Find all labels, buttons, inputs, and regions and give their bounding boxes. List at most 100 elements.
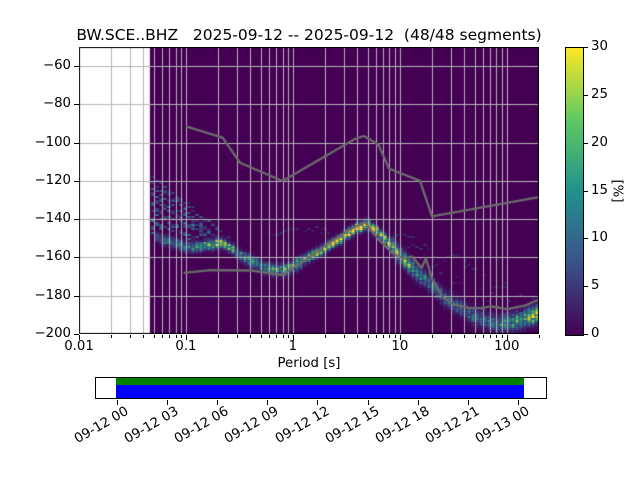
timeline-tick-label: 09-12 18: [372, 404, 433, 447]
timeline-tick: [468, 400, 469, 405]
x-tick-label: 0.1: [175, 339, 197, 354]
plot-area: [79, 47, 539, 334]
x-minor-tick: [357, 335, 358, 338]
x-minor-tick: [376, 335, 377, 338]
x-minor-tick: [154, 335, 155, 338]
y-major-tick: [74, 219, 79, 220]
timeline-tick: [418, 400, 419, 405]
timeline-coverage-green: [116, 378, 524, 385]
x-minor-tick: [283, 335, 284, 338]
x-minor-tick: [288, 335, 289, 338]
x-tick-label: 10: [391, 339, 409, 354]
x-minor-tick: [276, 335, 277, 338]
x-minor-tick: [143, 335, 144, 338]
colorbar-gradient: [566, 48, 583, 335]
timeline-tick: [117, 400, 118, 405]
x-minor-tick: [218, 335, 219, 338]
y-major-tick: [74, 143, 79, 144]
timeline-tick-label: 09-12 21: [423, 404, 483, 447]
timeline-tick-label: 09-12 06: [172, 404, 232, 447]
x-minor-tick: [539, 335, 540, 338]
x-minor-tick: [464, 335, 465, 338]
colorbar-tick-label: 15: [591, 182, 608, 198]
colorbar-tick-label: 30: [591, 39, 608, 54]
colorbar-tick: [584, 334, 588, 335]
y-tick-label: −180: [34, 287, 71, 303]
x-minor-tick: [111, 335, 112, 338]
x-minor-tick: [250, 335, 251, 338]
colorbar-tick: [584, 143, 588, 144]
timeline-tick-label: 09-12 15: [322, 404, 382, 447]
x-minor-tick: [496, 335, 497, 338]
timeline-tick: [317, 400, 318, 405]
y-major-tick: [74, 104, 79, 105]
y-tick-label: −120: [34, 172, 71, 188]
colorbar: [565, 47, 584, 336]
y-major-tick: [74, 334, 79, 335]
x-major-tick: [186, 335, 187, 340]
x-minor-tick: [162, 335, 163, 338]
x-minor-tick: [344, 335, 345, 338]
timeline-tick: [368, 400, 369, 405]
timeline-tick: [167, 400, 168, 405]
colorbar-tick-label: 10: [591, 230, 608, 246]
y-tick-label: −160: [34, 249, 71, 265]
timeline-coverage-bar: [95, 377, 547, 399]
x-minor-tick: [432, 335, 433, 338]
y-major-tick: [74, 296, 79, 297]
x-minor-tick: [368, 335, 369, 338]
y-major-tick: [74, 181, 79, 182]
colorbar-tick-label: 20: [591, 134, 608, 150]
timeline-tick: [267, 400, 268, 405]
x-minor-tick: [237, 335, 238, 338]
colorbar-tick-label: 5: [591, 278, 600, 294]
timeline-tick-label: 09-12 03: [121, 404, 182, 447]
x-minor-tick: [502, 335, 503, 338]
x-minor-tick: [490, 335, 491, 338]
timeline-tick-label: 09-12 12: [272, 404, 332, 447]
x-tick-label: 100: [494, 339, 520, 354]
colorbar-tick-label: 0: [591, 326, 600, 341]
colorbar-tick: [584, 238, 588, 239]
timeline-tick: [217, 400, 218, 405]
x-minor-tick: [383, 335, 384, 338]
x-major-tick: [79, 335, 80, 340]
x-minor-tick: [176, 335, 177, 338]
colorbar-tick: [584, 95, 588, 96]
x-minor-tick: [395, 335, 396, 338]
y-major-tick: [74, 257, 79, 258]
timeline-tick-label: 09-13 00: [473, 404, 533, 447]
ppsd-histogram-canvas: [79, 47, 539, 334]
y-tick-label: −200: [34, 326, 71, 341]
x-minor-tick: [261, 335, 262, 338]
x-minor-tick: [130, 335, 131, 338]
y-tick-label: −140: [34, 211, 71, 227]
x-tick-label: 1: [288, 339, 298, 354]
colorbar-tick: [584, 286, 588, 287]
x-minor-tick: [325, 335, 326, 338]
y-major-tick: [74, 66, 79, 67]
x-minor-tick: [483, 335, 484, 338]
colorbar-tick: [584, 47, 588, 48]
y-tick-label: −60: [42, 58, 71, 74]
timeline-tick-label: 09-12 00: [71, 404, 131, 447]
x-minor-tick: [169, 335, 170, 338]
x-minor-tick: [181, 335, 182, 338]
x-minor-tick: [269, 335, 270, 338]
y-tick-label: −80: [42, 96, 71, 112]
x-major-tick: [507, 335, 508, 340]
chart-title: BW.SCE..BHZ 2025-09-12 -- 2025-09-12 (48…: [76, 26, 542, 44]
x-tick-label: 0.01: [64, 339, 94, 354]
x-major-tick: [400, 335, 401, 340]
colorbar-tick-label: 25: [591, 86, 608, 102]
x-axis-label: Period [s]: [277, 356, 341, 371]
x-major-tick: [293, 335, 294, 340]
x-minor-tick: [451, 335, 452, 338]
timeline-coverage-blue: [116, 385, 524, 398]
y-tick-label: −100: [34, 134, 71, 150]
timeline-tick: [518, 400, 519, 405]
timeline-tick-label: 09-12 09: [222, 404, 282, 447]
x-minor-tick: [475, 335, 476, 338]
colorbar-tick: [584, 191, 588, 192]
